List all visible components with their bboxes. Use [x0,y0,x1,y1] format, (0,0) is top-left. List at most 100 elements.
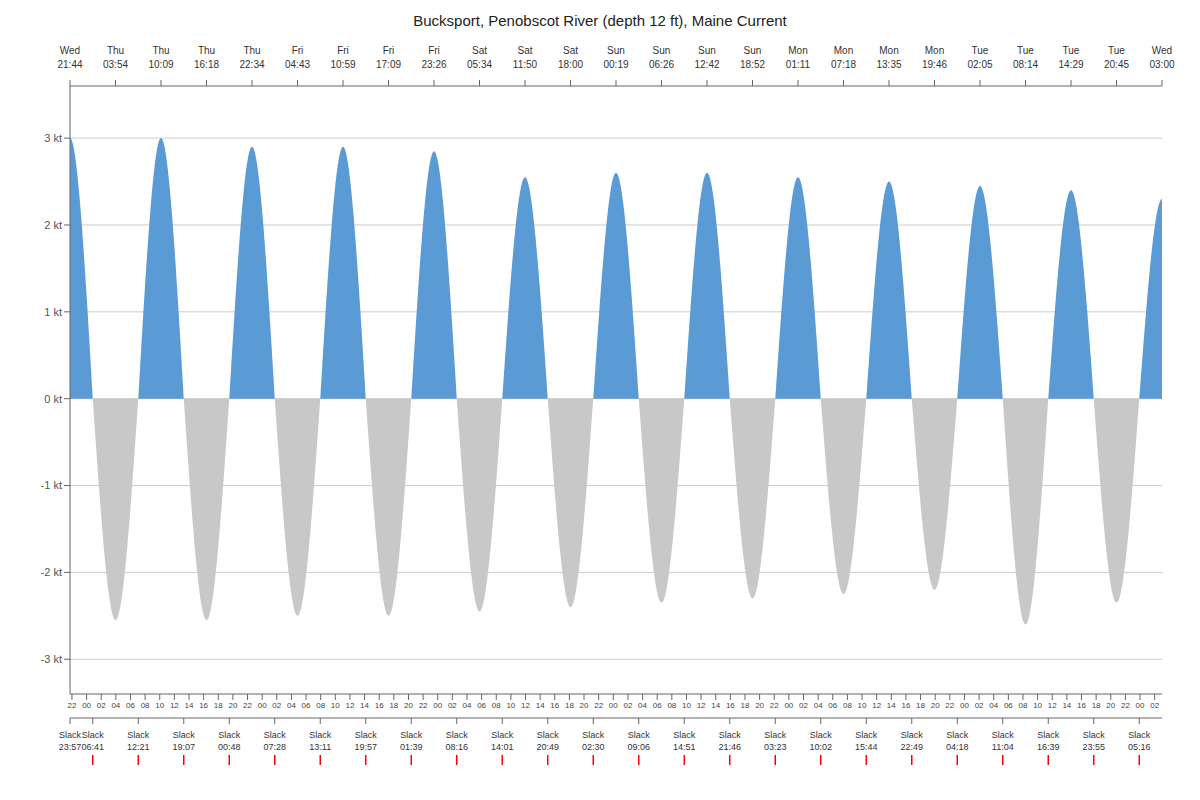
svg-text:00: 00 [960,701,969,710]
svg-text:13:35: 13:35 [876,59,901,70]
svg-text:21:44: 21:44 [57,59,82,70]
svg-text:17:09: 17:09 [376,59,401,70]
svg-text:-3 kt: -3 kt [41,653,62,665]
svg-text:22: 22 [770,701,779,710]
svg-text:00: 00 [1136,701,1145,710]
svg-text:Slack: Slack [537,730,560,740]
svg-text:10: 10 [858,701,867,710]
svg-text:10: 10 [682,701,691,710]
svg-text:Wed: Wed [1152,45,1172,56]
svg-text:06: 06 [477,701,486,710]
svg-text:11:04: 11:04 [992,742,1014,752]
svg-text:02:30: 02:30 [582,742,605,752]
svg-text:20: 20 [580,701,589,710]
svg-text:22: 22 [67,701,76,710]
svg-text:12: 12 [521,701,530,710]
svg-text:07:18: 07:18 [831,59,856,70]
svg-text:05:16: 05:16 [1128,742,1151,752]
svg-text:Slack: Slack [1128,730,1151,740]
svg-text:11:50: 11:50 [513,59,538,70]
svg-text:00: 00 [82,701,91,710]
svg-text:22: 22 [243,701,252,710]
svg-text:Tue: Tue [1108,45,1125,56]
svg-text:18: 18 [389,701,398,710]
svg-text:00:48: 00:48 [218,742,241,752]
svg-text:14: 14 [185,701,194,710]
svg-text:08:14: 08:14 [1013,59,1038,70]
svg-text:20: 20 [755,701,764,710]
svg-text:04: 04 [111,701,120,710]
svg-text:16: 16 [1077,701,1086,710]
svg-text:20: 20 [228,701,237,710]
svg-text:Fri: Fri [383,45,395,56]
svg-text:02: 02 [97,701,106,710]
svg-text:02:05: 02:05 [967,59,992,70]
svg-text:20:49: 20:49 [536,742,559,752]
svg-text:1 kt: 1 kt [44,306,62,318]
svg-text:15:44: 15:44 [855,742,878,752]
svg-text:22:49: 22:49 [900,742,923,752]
svg-text:16: 16 [726,701,735,710]
svg-text:08: 08 [667,701,676,710]
svg-text:Tue: Tue [1017,45,1034,56]
svg-text:12: 12 [345,701,354,710]
svg-text:Sat: Sat [472,45,487,56]
svg-text:Fri: Fri [292,45,304,56]
svg-text:02: 02 [623,701,632,710]
svg-text:Sun: Sun [653,45,671,56]
svg-text:18: 18 [214,701,223,710]
svg-text:Sat: Sat [563,45,578,56]
svg-text:2 kt: 2 kt [44,219,62,231]
svg-text:Slack: Slack [264,730,287,740]
svg-text:04:43: 04:43 [285,59,310,70]
svg-text:18:52: 18:52 [740,59,765,70]
svg-text:Slack: Slack [309,730,332,740]
svg-text:Slack: Slack [59,730,82,740]
svg-text:Slack: Slack [127,730,150,740]
svg-text:Mon: Mon [925,45,944,56]
svg-text:12:42: 12:42 [694,59,719,70]
svg-text:Slack: Slack [992,730,1015,740]
svg-text:Slack: Slack [901,730,924,740]
svg-text:14:01: 14:01 [491,742,514,752]
svg-text:Slack: Slack [400,730,423,740]
svg-text:14:51: 14:51 [673,742,696,752]
svg-text:06:26: 06:26 [649,59,674,70]
svg-text:02: 02 [272,701,281,710]
svg-text:18: 18 [741,701,750,710]
svg-text:Slack: Slack [946,730,969,740]
svg-text:16: 16 [375,701,384,710]
svg-text:18: 18 [1092,701,1101,710]
svg-text:12: 12 [1048,701,1057,710]
svg-text:14: 14 [1062,701,1071,710]
svg-text:Tue: Tue [972,45,989,56]
svg-text:23:57: 23:57 [59,742,82,752]
svg-text:0 kt: 0 kt [44,393,62,405]
svg-text:04: 04 [463,701,472,710]
svg-text:10:09: 10:09 [148,59,173,70]
svg-text:Thu: Thu [107,45,124,56]
svg-text:21:46: 21:46 [718,742,741,752]
svg-text:23:26: 23:26 [421,59,446,70]
svg-text:00: 00 [258,701,267,710]
svg-text:00:19: 00:19 [603,59,628,70]
svg-text:08: 08 [141,701,150,710]
svg-text:19:57: 19:57 [354,742,377,752]
svg-text:Slack: Slack [582,730,605,740]
svg-text:03:23: 03:23 [764,742,787,752]
svg-text:12: 12 [697,701,706,710]
svg-text:Slack: Slack [446,730,469,740]
svg-text:03:54: 03:54 [103,59,128,70]
svg-text:Sun: Sun [698,45,716,56]
svg-text:Thu: Thu [243,45,260,56]
svg-text:00: 00 [609,701,618,710]
svg-text:02: 02 [975,701,984,710]
svg-text:00: 00 [433,701,442,710]
svg-text:10:59: 10:59 [330,59,355,70]
svg-text:Slack: Slack [1037,730,1060,740]
svg-text:12: 12 [170,701,179,710]
svg-text:00: 00 [784,701,793,710]
svg-text:Sun: Sun [607,45,625,56]
svg-text:06: 06 [302,701,311,710]
svg-text:09:06: 09:06 [627,742,650,752]
